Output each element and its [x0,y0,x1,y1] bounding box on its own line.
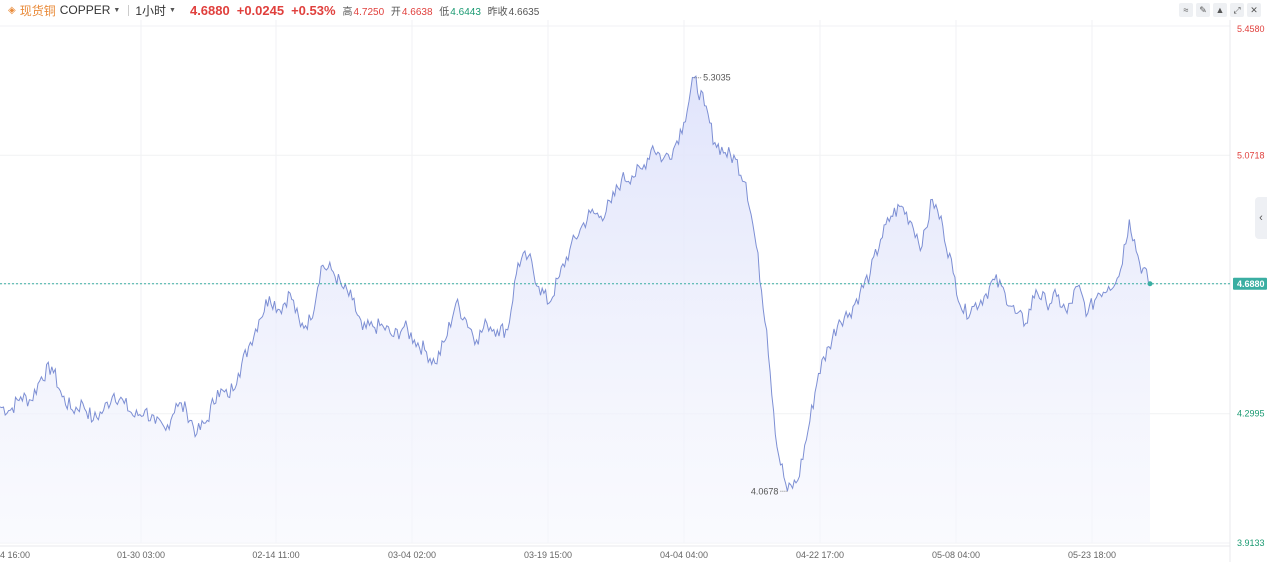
x-tick-label: 04-22 17:00 [796,550,844,560]
header-divider [128,4,130,16]
current-price-badge [1233,277,1267,290]
open-value: 4.6638 [401,6,433,18]
x-tick-label: 05-23 18:00 [1068,550,1116,560]
low-value: 4.6443 [450,6,481,18]
copper-logo-icon: ◈ [8,4,16,16]
close-icon[interactable]: ✕ [1247,3,1261,17]
x-tick-label: 02-14 11:00 [252,550,299,560]
y-axis: 5.4580 5.0718 4.2995 3.9133 4.6880 [1229,20,1267,562]
x-tick-label: 03-04 02:00 [388,550,436,560]
y-tick-label: 4.2995 [1237,409,1265,419]
y-tick-label: 5.4580 [1237,24,1265,34]
price-area-fill [0,76,1150,543]
current-price-dot [1147,281,1153,287]
x-tick-label: 04-04 04:00 [660,550,708,560]
expand-icon[interactable]: ⤢ [1230,3,1244,17]
current-price-label: 4.6880 [1237,279,1265,289]
interval-dropdown-icon[interactable]: ▼ [169,6,176,14]
ohlc-summary: 高4.7250 开4.6638 低4.6443 昨收4.6635 [343,3,544,18]
y-tick-label: 3.9133 [1237,538,1265,548]
prev-close-label: 昨收 [487,6,508,18]
symbol-code[interactable]: COPPER [59,3,111,17]
y-tick-label: 5.0718 [1237,150,1265,160]
x-axis: 4 16:00 01-30 03:00 02-14 11:00 03-04 02:00… [0,545,1230,560]
collapse-panel-button[interactable]: ‹ [1255,197,1267,239]
chart-annotations: 5.3035 4.0678 [0,73,1230,496]
prev-close-value: 4.6635 [508,6,540,18]
mountain-icon[interactable]: ▲ [1213,3,1227,17]
chart-toolbar: ≈ ✎ ▲ ⤢ ✕ [1179,3,1261,17]
x-tick-label: 05-08 04:00 [932,550,980,560]
high-value: 4.7250 [353,6,385,18]
last-price: 4.6880 [189,2,230,18]
chart-area [0,75,1151,543]
line-style-icon[interactable]: ≈ [1179,3,1193,17]
symbol-dropdown-icon[interactable]: ▼ [113,6,121,14]
x-tick-label: 4 16:00 [0,550,30,560]
price-change: +0.0245 [236,2,285,18]
price-change-percent: +0.53% [291,2,336,18]
max-label: 5.3035 [703,73,731,83]
x-tick-label: 01-30 03:00 [117,550,165,560]
interval-selector[interactable]: 1小时 [135,3,167,18]
x-tick-label: 03-19 15:00 [524,550,572,560]
low-label: 低 [439,6,450,18]
pen-icon[interactable]: ✎ [1196,3,1210,17]
price-line [0,75,1151,492]
chart-header: ◈ 现货铜 COPPER ▼ 1小时 ▼ 4.6880 +0.0245 +0.5… [0,0,1267,20]
symbol-name[interactable]: 现货铜 [19,3,56,18]
open-label: 开 [390,6,401,18]
high-label: 高 [342,6,353,18]
min-label: 4.0678 [751,486,779,496]
